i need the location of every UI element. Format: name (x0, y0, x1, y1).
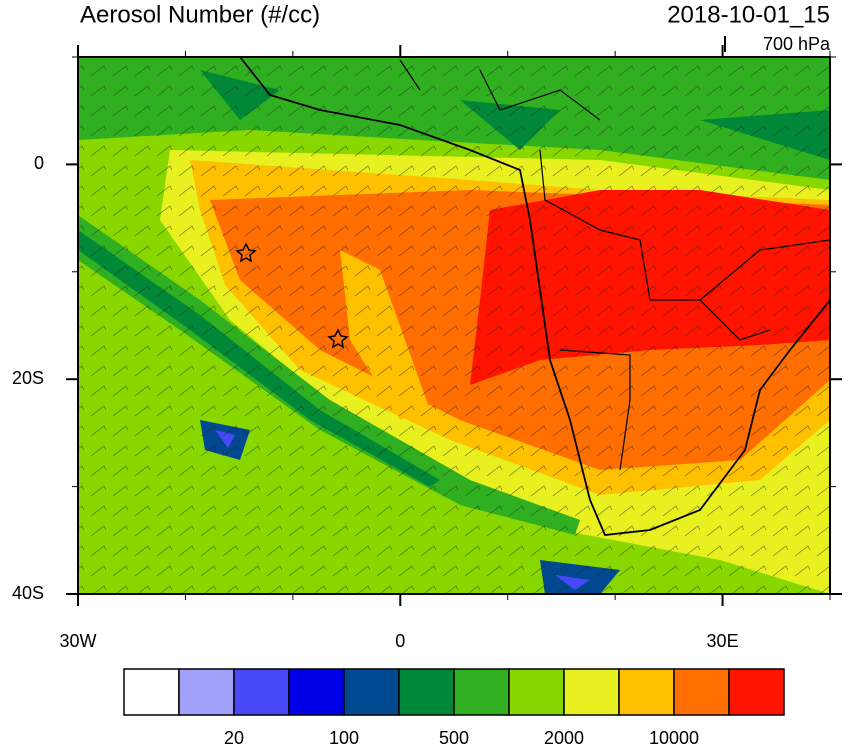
title: Aerosol Number (#/cc) (80, 1, 320, 28)
colorbar-box (453, 668, 510, 716)
level: 700 hPa (763, 34, 831, 54)
colorbar-box (178, 668, 235, 716)
y-tick-label: 20S (12, 368, 44, 388)
colorbar-box (123, 668, 180, 716)
colorbar-label: 2000 (544, 728, 584, 748)
colorbar-label: 10000 (649, 728, 699, 748)
colorbar-box (398, 668, 455, 716)
map-frame (77, 56, 831, 595)
colorbar-box (508, 668, 565, 716)
site-marker (235, 242, 349, 349)
x-tick-label: 30W (59, 631, 96, 651)
colorbar-label: 20 (224, 728, 244, 748)
wind-barbs (78, 57, 830, 594)
x-tick-label: 0 (395, 631, 405, 651)
x-tick-label: 30E (707, 631, 739, 651)
y-tick-label: 40S (12, 583, 44, 603)
colorbar-box (618, 668, 675, 716)
colorbar-box (563, 668, 620, 716)
colorbar-label: 500 (439, 728, 469, 748)
borders (399, 59, 830, 471)
colorbar-box (343, 668, 400, 716)
map-area (78, 57, 830, 594)
colorbar-box (288, 668, 345, 716)
y-tick-label: 0 (34, 153, 44, 173)
colorbar-box (728, 668, 785, 716)
valid-time: 2018-10-01_15 (667, 1, 830, 28)
coastline (239, 57, 830, 536)
colorbar-label: 100 (329, 728, 359, 748)
colorbar-box (673, 668, 730, 716)
colorbar-box (233, 668, 290, 716)
